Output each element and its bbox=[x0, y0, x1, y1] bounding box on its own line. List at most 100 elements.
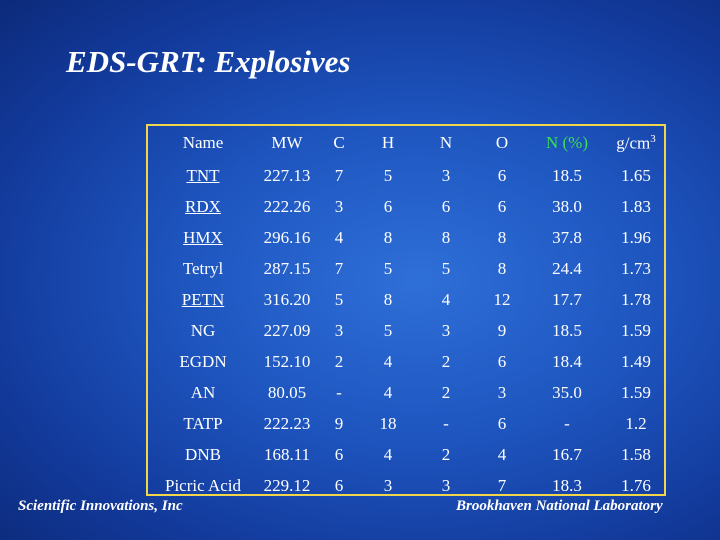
cell-o: 6 bbox=[497, 165, 507, 185]
cell-density: 1.76 bbox=[621, 475, 651, 495]
table-border bbox=[146, 124, 666, 496]
cell-o: 6 bbox=[497, 196, 507, 216]
cell-name: Picric Acid bbox=[164, 475, 241, 495]
cell-c: 6 bbox=[334, 475, 344, 495]
cell-n: 3 bbox=[441, 320, 451, 340]
header-o: O bbox=[495, 133, 509, 152]
table-row: AN 80.05 - 4 2 3 35.0 1.59 bbox=[151, 377, 667, 408]
explosives-table: Name MW C H N O N (%) g/cm3 TNT 227.13 7 5 3… bbox=[151, 126, 667, 501]
table-row: TNT 227.13 7 5 3 6 18.5 1.65 bbox=[151, 160, 667, 191]
header-density-unit: g/cm bbox=[616, 133, 651, 153]
table-body: TNT 227.13 7 5 3 6 18.5 1.65 RDX 222.26 3 6 6 6 38.0 1.… bbox=[151, 160, 667, 501]
cell-n-percent: 18.5 bbox=[552, 320, 582, 340]
cell-mw: 227.09 bbox=[263, 320, 311, 340]
cell-mw: 316.20 bbox=[263, 289, 311, 309]
table-row: Picric Acid 229.12 6 3 3 7 18.3 1.76 bbox=[151, 470, 667, 501]
cell-mw: 222.26 bbox=[263, 196, 311, 216]
cell-h: 18 bbox=[379, 413, 397, 433]
cell-name: TATP bbox=[183, 413, 223, 433]
cell-n-percent: 37.8 bbox=[552, 227, 582, 247]
cell-c: - bbox=[336, 382, 342, 402]
header-n-percent: N (%) bbox=[545, 133, 588, 152]
cell-name: EGDN bbox=[179, 351, 227, 371]
cell-mw: 222.23 bbox=[263, 413, 311, 433]
cell-n-percent: - bbox=[564, 413, 570, 433]
header-name: Name bbox=[182, 133, 224, 152]
cell-h: 3 bbox=[383, 475, 393, 495]
cell-o: 6 bbox=[497, 351, 507, 371]
cell-n: 2 bbox=[441, 351, 451, 371]
header-c: C bbox=[333, 133, 345, 152]
cell-mw: 168.11 bbox=[263, 444, 311, 464]
cell-c: 4 bbox=[334, 227, 344, 247]
cell-h: 5 bbox=[383, 165, 393, 185]
cell-mw: 229.12 bbox=[263, 475, 311, 495]
cell-h: 4 bbox=[383, 351, 393, 371]
cell-name: AN bbox=[190, 382, 216, 402]
cell-o: 6 bbox=[497, 413, 507, 433]
cell-n-percent: 35.0 bbox=[552, 382, 582, 402]
cell-c: 3 bbox=[334, 196, 344, 216]
cell-h: 5 bbox=[383, 320, 393, 340]
cell-c: 9 bbox=[334, 413, 344, 433]
cell-h: 4 bbox=[383, 444, 393, 464]
cell-n: 4 bbox=[441, 289, 451, 309]
cell-n-percent: 38.0 bbox=[552, 196, 582, 216]
cell-c: 6 bbox=[334, 444, 344, 464]
cell-c: 7 bbox=[334, 258, 344, 278]
cell-h: 6 bbox=[383, 196, 393, 216]
cell-n: 3 bbox=[441, 165, 451, 185]
cell-n: 5 bbox=[441, 258, 451, 278]
cell-o: 8 bbox=[497, 258, 507, 278]
page-title: EDS-GRT: Explosives bbox=[66, 44, 351, 79]
footer-company: Scientific Innovations, Inc bbox=[18, 498, 183, 514]
cell-o: 9 bbox=[497, 320, 507, 340]
cell-o: 3 bbox=[497, 382, 507, 402]
table-row: RDX 222.26 3 6 6 6 38.0 1.83 bbox=[151, 191, 667, 222]
cell-n: 2 bbox=[441, 444, 451, 464]
cell-h: 5 bbox=[383, 258, 393, 278]
cell-name: NG bbox=[190, 320, 216, 340]
cell-mw: 287.15 bbox=[263, 258, 311, 278]
table-row: NG 227.09 3 5 3 9 18.5 1.59 bbox=[151, 315, 667, 346]
cell-o: 7 bbox=[497, 475, 507, 495]
cell-density: 1.65 bbox=[621, 165, 651, 185]
cell-mw: 152.10 bbox=[263, 351, 311, 371]
cell-n-percent: 18.3 bbox=[552, 475, 582, 495]
cell-density: 1.49 bbox=[621, 351, 651, 371]
cell-n: 2 bbox=[441, 382, 451, 402]
cell-n-percent: 24.4 bbox=[552, 258, 582, 278]
cell-density: 1.58 bbox=[621, 444, 651, 464]
header-mw: MW bbox=[271, 133, 303, 152]
cell-mw: 80.05 bbox=[267, 382, 307, 402]
footer-lab: Brookhaven National Laboratory bbox=[456, 498, 663, 514]
cell-n: - bbox=[443, 413, 449, 433]
table-row: EGDN 152.10 2 4 2 6 18.4 1.49 bbox=[151, 346, 667, 377]
cell-n-percent: 17.7 bbox=[552, 289, 582, 309]
header-n: N bbox=[439, 133, 453, 152]
cell-n: 8 bbox=[441, 227, 451, 247]
cell-n: 6 bbox=[441, 196, 451, 216]
cell-density: 1.96 bbox=[621, 227, 651, 247]
table-row: DNB 168.11 6 4 2 4 16.7 1.58 bbox=[151, 439, 667, 470]
cell-c: 3 bbox=[334, 320, 344, 340]
header-density: g/cm3 bbox=[605, 126, 667, 160]
cell-mw: 227.13 bbox=[263, 165, 311, 185]
header-h: H bbox=[381, 133, 395, 152]
cell-c: 2 bbox=[334, 351, 344, 371]
table-header-row: Name MW C H N O N (%) g/cm3 bbox=[151, 126, 667, 160]
cell-o: 8 bbox=[497, 227, 507, 247]
cell-o: 4 bbox=[497, 444, 507, 464]
cell-h: 4 bbox=[383, 382, 393, 402]
cell-c: 7 bbox=[334, 165, 344, 185]
table-row: Tetryl 287.15 7 5 5 8 24.4 1.73 bbox=[151, 253, 667, 284]
table-row: HMX 296.16 4 8 8 8 37.8 1.96 bbox=[151, 222, 667, 253]
cell-density: 1.83 bbox=[621, 196, 651, 216]
cell-name: RDX bbox=[185, 196, 221, 216]
table-row: TATP 222.23 9 18 - 6 - 1.2 bbox=[151, 408, 667, 439]
cell-n: 3 bbox=[441, 475, 451, 495]
header-density-exponent: 3 bbox=[650, 132, 656, 145]
cell-h: 8 bbox=[383, 227, 393, 247]
cell-density: 1.78 bbox=[621, 289, 651, 309]
cell-density: 1.59 bbox=[621, 382, 651, 402]
